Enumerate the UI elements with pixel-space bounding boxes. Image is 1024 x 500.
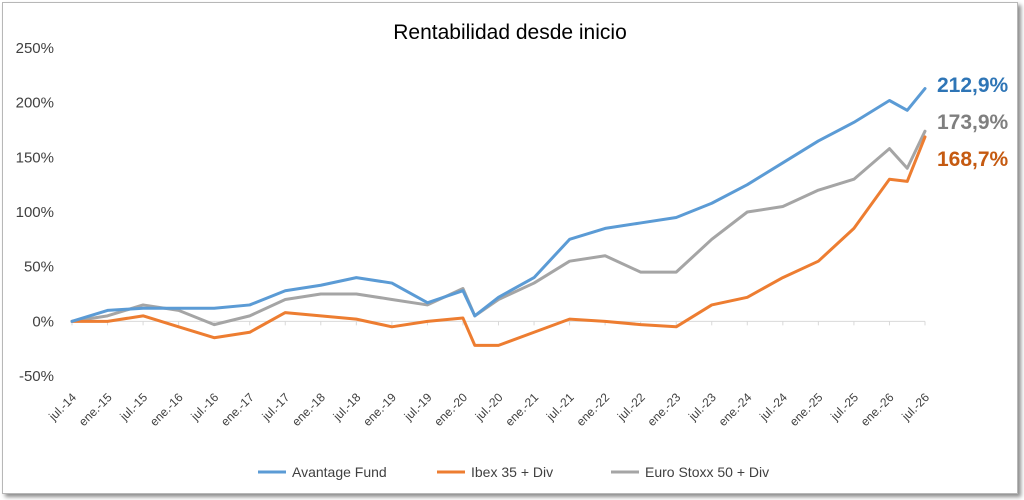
x-tick-label: jul.-15 xyxy=(116,390,150,424)
x-tick-label: ene.-25 xyxy=(787,390,826,429)
end-value-label: 173,9% xyxy=(937,111,1009,134)
x-tick-label: jul.-14 xyxy=(45,390,79,424)
x-tick-label: ene.-15 xyxy=(76,390,115,429)
end-value-label: 212,9% xyxy=(937,74,1009,97)
x-tick-label: ene.-16 xyxy=(147,390,186,429)
x-tick-label: ene.-26 xyxy=(858,390,897,429)
series-layer xyxy=(70,87,927,347)
y-tick-label: -50% xyxy=(19,368,54,385)
legend-label: Avantage Fund xyxy=(292,464,387,480)
y-tick-label: 0% xyxy=(32,313,54,330)
x-tick-label: ene.-22 xyxy=(574,390,613,429)
series-line-1 xyxy=(70,135,927,347)
end-value-label: 168,7% xyxy=(937,148,1009,171)
x-tick-label: jul.-18 xyxy=(330,390,364,424)
end-labels: 212,9% 173,9% 168,7% xyxy=(937,74,1009,171)
x-tick-label: jul.-22 xyxy=(614,390,648,424)
y-tick-label: 50% xyxy=(24,259,54,276)
x-tick-label: jul.-26 xyxy=(898,390,932,424)
chart-frame xyxy=(2,2,1018,494)
x-tick-label: jul.-25 xyxy=(827,390,861,424)
x-tick-label: ene.-24 xyxy=(716,390,755,429)
y-tick-label: 250% xyxy=(16,40,54,57)
chart-title: Rentabilidad desde inicio xyxy=(393,21,627,44)
x-tick-label: jul.-24 xyxy=(756,390,790,424)
series-line-2 xyxy=(70,129,927,327)
y-tick-label: 150% xyxy=(16,149,54,166)
x-tick-label: ene.-23 xyxy=(645,390,684,429)
legend-label: Ibex 35 + Div xyxy=(471,464,553,480)
series-line-0 xyxy=(70,87,927,323)
x-tick-label: jul.-16 xyxy=(188,390,222,424)
x-tick-label: jul.-20 xyxy=(472,390,506,424)
x-tick-label: ene.-19 xyxy=(360,390,399,429)
legend: Avantage Fund Ibex 35 + Div Euro Stoxx 50 … xyxy=(258,464,769,480)
x-tick-label: ene.-20 xyxy=(431,390,470,429)
x-tick-label: jul.-23 xyxy=(685,390,719,424)
x-tick-label: jul.-19 xyxy=(401,390,435,424)
x-tick-label: ene.-18 xyxy=(289,390,328,429)
x-tick-label: jul.-17 xyxy=(259,390,293,424)
y-tick-label: 200% xyxy=(16,95,54,112)
x-tick-label: ene.-21 xyxy=(502,390,541,429)
x-tick-label: jul.-21 xyxy=(543,390,577,424)
x-tick-label: ene.-17 xyxy=(218,390,257,429)
legend-label: Euro Stoxx 50 + Div xyxy=(645,464,769,480)
y-tick-label: 100% xyxy=(16,204,54,221)
y-axis: 250% 200% 150% 100% 50% 0% -50% xyxy=(16,40,54,385)
